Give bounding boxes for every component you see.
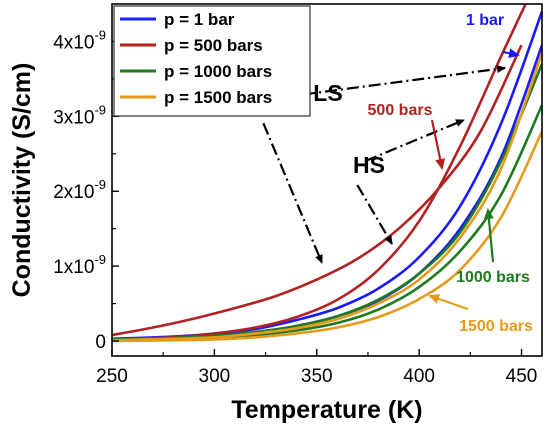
- arrow-1000-bars: [483, 208, 495, 263]
- series-line-p-1500-bars-ls: [112, 52, 542, 342]
- hs-arrow-down: [356, 184, 393, 245]
- y-tick-label: 4x10-9: [53, 27, 106, 53]
- y-axis: 0 1x10-9 2x10-9 3x10-9 4x10-9: [53, 27, 119, 353]
- series-line-p-500-bars-hs: [112, 4, 527, 341]
- annotation-hs: HS: [353, 152, 385, 178]
- legend-box: [113, 5, 311, 117]
- annotation-1000-bars: 1000 bars: [456, 269, 530, 286]
- series-layer: [112, 4, 542, 343]
- series-line-p-500-bars-ls: [112, 44, 523, 337]
- annotation-labels: 1 bar 500 bars 1000 bars 1500 bars LS HS: [313, 12, 533, 335]
- x-tick-label: 300: [199, 366, 231, 387]
- series-line-p-1500-bars-hs: [112, 130, 542, 343]
- annotation-1-bar: 1 bar: [466, 12, 504, 29]
- x-tick-label: 250: [96, 366, 128, 387]
- annotation-500-bars: 500 bars: [368, 102, 433, 119]
- series-line-p-1000-bars-ls: [112, 63, 542, 341]
- ls-arrow-down: [262, 122, 324, 264]
- x-axis: 250 300 350 400 450: [96, 349, 537, 387]
- y-tick-label: 1x10-9: [53, 252, 106, 278]
- hs-arrow-right: [364, 118, 465, 163]
- y-axis-title: Conductivity (S/cm): [8, 63, 36, 298]
- annotation-1500-bars: 1500 bars: [459, 318, 533, 335]
- x-axis-title: Temperature (K): [231, 396, 422, 424]
- x-tick-label: 450: [506, 366, 538, 387]
- arrow-1-bar: [502, 48, 520, 59]
- arrow-1500-bars: [428, 294, 469, 311]
- legend-label: p = 500 bars: [164, 36, 263, 55]
- legend-label: p = 1500 bars: [164, 88, 272, 107]
- arrow-500-bars: [430, 119, 446, 170]
- annotation-ls: LS: [313, 80, 342, 106]
- annotation-arrows: [262, 48, 520, 311]
- x-tick-label: 400: [403, 366, 435, 387]
- legend: p = 1 bar p = 500 bars p = 1000 bars p = 15…: [113, 5, 311, 117]
- y-tick-label: 0: [95, 332, 106, 353]
- legend-label: p = 1000 bars: [164, 62, 272, 81]
- x-tick-label: 350: [301, 366, 333, 387]
- ls-arrow-right: [281, 65, 506, 99]
- y-tick-label: 3x10-9: [53, 102, 106, 128]
- plot-frame: [111, 3, 543, 357]
- legend-label: p = 1 bar: [164, 10, 235, 29]
- y-tick-label: 2x10-9: [53, 177, 106, 203]
